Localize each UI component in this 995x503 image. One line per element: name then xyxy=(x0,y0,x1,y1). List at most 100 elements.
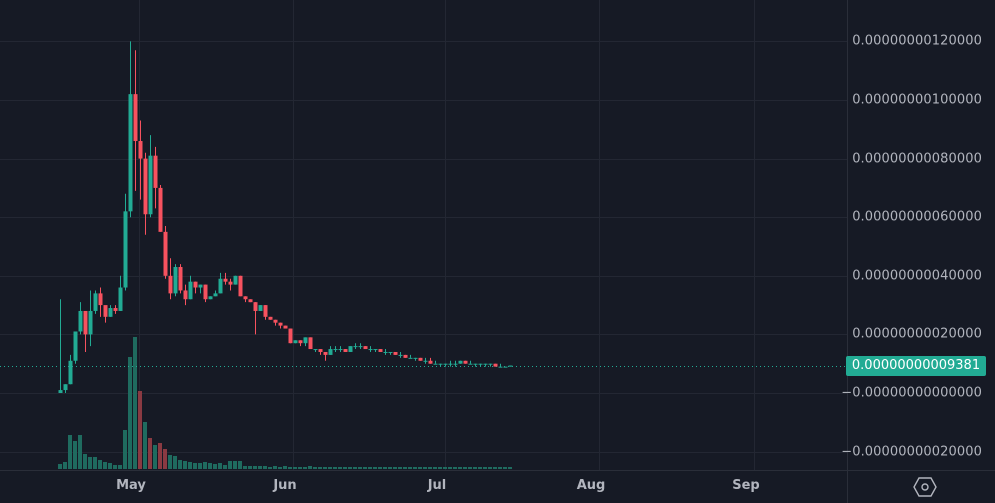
candle-body xyxy=(478,363,483,365)
candle-body xyxy=(303,337,308,344)
price-axis-label: −0.00000000020000 xyxy=(841,444,982,460)
candle-body xyxy=(273,319,278,323)
volume-bar xyxy=(68,435,72,469)
candle-body xyxy=(188,281,193,300)
candle-body xyxy=(203,284,208,300)
candle-body xyxy=(178,267,183,291)
volume-bar xyxy=(383,467,387,469)
volume-bar xyxy=(163,449,167,469)
volume-bar xyxy=(218,463,222,469)
candle-body xyxy=(163,231,168,276)
candle-body xyxy=(503,366,508,368)
candle-body xyxy=(143,158,148,215)
candle-body xyxy=(288,328,293,344)
candle-body xyxy=(208,296,213,300)
volume-bar xyxy=(133,337,137,469)
volume-bar xyxy=(458,467,462,469)
volume-bar xyxy=(303,467,307,469)
volume-bar xyxy=(123,430,127,469)
volume-bar xyxy=(83,454,87,469)
volume-bar xyxy=(258,466,262,469)
candle-body xyxy=(358,346,363,348)
volume-bar xyxy=(503,467,507,469)
volume-bar xyxy=(428,467,432,469)
volume-bar xyxy=(113,465,117,469)
candle-body xyxy=(373,349,378,351)
candle-body xyxy=(198,284,203,288)
candle-body xyxy=(73,331,78,361)
volume-bar xyxy=(388,467,392,469)
price-axis-label: 0.00000000120000 xyxy=(852,33,982,49)
candle-body xyxy=(68,360,73,385)
volume-bar xyxy=(493,467,497,469)
candle-body xyxy=(248,299,253,303)
volume-bar xyxy=(333,467,337,469)
volume-bar xyxy=(98,460,102,469)
candle-body xyxy=(253,302,258,311)
candle-body xyxy=(473,363,478,365)
volume-bar xyxy=(88,457,92,469)
volume-bar xyxy=(498,467,502,469)
volume-bar xyxy=(118,465,122,469)
volume-bar xyxy=(453,467,457,469)
volume-bar xyxy=(328,467,332,469)
candle-body xyxy=(428,360,433,364)
candle-body xyxy=(353,346,358,348)
volume-bar xyxy=(363,467,367,469)
volume-bar xyxy=(448,467,452,469)
volume-bar xyxy=(368,467,372,469)
volume-bar xyxy=(248,466,252,469)
volume-bar xyxy=(238,461,242,469)
candle-body xyxy=(263,305,268,317)
volume-bar xyxy=(423,467,427,469)
volume-bar xyxy=(228,461,232,469)
time-axis-label: Sep xyxy=(732,478,760,493)
volume-bar xyxy=(143,422,147,469)
candle-body xyxy=(483,363,488,365)
candle-body xyxy=(133,94,138,142)
volume-bar xyxy=(473,467,477,469)
chart-settings-button[interactable] xyxy=(912,476,938,498)
candle-body xyxy=(223,278,228,282)
price-axis-label: 0.00000000080000 xyxy=(852,151,982,167)
candle-body xyxy=(78,310,83,332)
candle-body xyxy=(148,155,153,215)
price-axis-label: 0.00000000020000 xyxy=(852,326,982,342)
candle-body xyxy=(193,281,198,288)
volume-bar xyxy=(308,466,312,469)
candle-body xyxy=(238,275,243,297)
volume-bar xyxy=(438,467,442,469)
candle-body xyxy=(318,349,323,352)
current-price-label: 0.00000000009381 xyxy=(846,356,986,376)
volume-bar xyxy=(298,467,302,469)
volume-bar xyxy=(158,443,162,469)
volume-bar xyxy=(78,435,82,469)
candle-body xyxy=(293,340,298,344)
candle-body xyxy=(298,340,303,344)
volume-bar xyxy=(223,465,227,469)
volume-bar xyxy=(263,466,267,469)
volume-bar xyxy=(373,467,377,469)
candle-body xyxy=(463,360,468,364)
volume-bar xyxy=(463,467,467,469)
candle-body xyxy=(213,293,218,297)
volume-bar xyxy=(58,464,62,469)
candle-body xyxy=(138,141,143,159)
volume-bar xyxy=(138,391,142,469)
candle-body xyxy=(413,357,418,359)
volume-bar xyxy=(378,467,382,469)
volume-bar xyxy=(203,462,207,469)
volume-bar xyxy=(173,456,177,469)
candle-body xyxy=(368,349,373,351)
volume-bar xyxy=(393,467,397,469)
volume-bar xyxy=(93,457,97,469)
volume-bar xyxy=(318,467,322,469)
candle-body xyxy=(323,351,328,355)
volume-bar xyxy=(403,467,407,469)
candle-body xyxy=(393,351,398,355)
candle-body xyxy=(168,275,173,294)
candle-body xyxy=(83,310,88,335)
volume-bar xyxy=(108,463,112,469)
